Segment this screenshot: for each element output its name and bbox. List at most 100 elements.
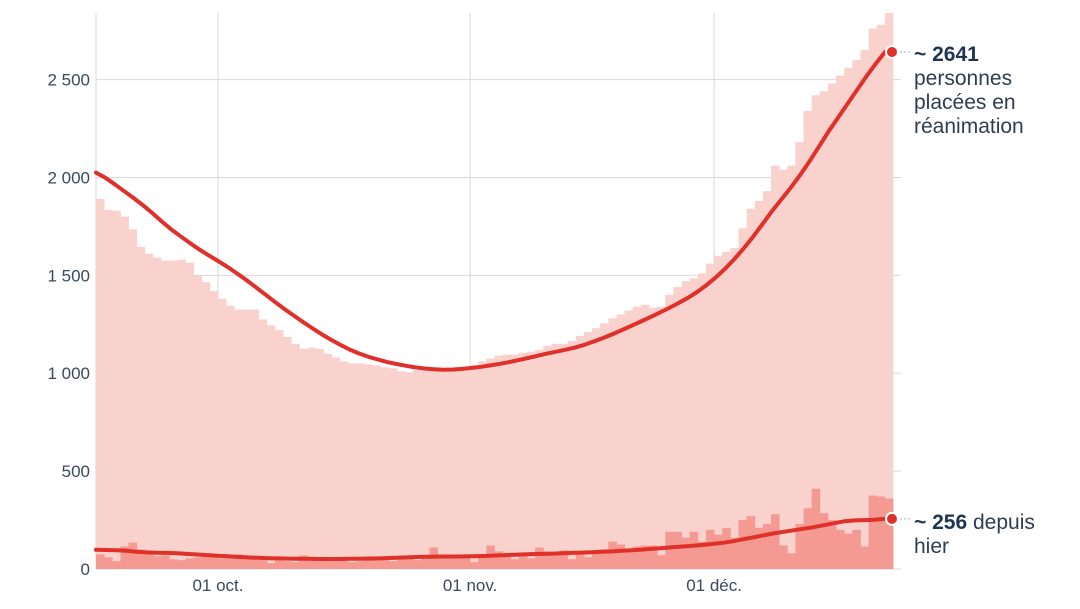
total-bar <box>600 323 609 569</box>
total-bar <box>104 209 113 569</box>
total-bar <box>356 363 365 569</box>
daily-bar <box>315 557 325 569</box>
total-bar <box>649 307 658 569</box>
daily-bar <box>640 545 650 569</box>
daily-bar <box>714 534 723 569</box>
daily-bar <box>96 554 105 569</box>
total-bar <box>876 24 886 570</box>
total-bar <box>616 314 626 569</box>
daily-bar <box>413 560 422 569</box>
daily-bar <box>657 555 666 569</box>
daily-bar <box>819 513 829 569</box>
daily-bar <box>405 556 414 569</box>
total-bar <box>226 305 235 569</box>
y-tick-label: 1 500 <box>47 266 90 285</box>
end-markers <box>885 44 910 526</box>
daily-bar <box>722 527 731 569</box>
total-bar <box>421 367 430 569</box>
total-bar <box>283 337 292 569</box>
total-bar <box>754 200 764 569</box>
total-bar <box>429 367 438 569</box>
total-bar <box>380 367 390 569</box>
total-trend-line <box>94 50 887 372</box>
total-bar <box>771 165 780 569</box>
total-bar <box>762 191 772 570</box>
daily-bar <box>787 553 796 569</box>
total-bar <box>315 348 325 569</box>
total-bar <box>307 347 316 569</box>
daily-bar <box>730 537 739 569</box>
daily-bar <box>120 546 129 569</box>
total-end-point <box>885 44 899 59</box>
daily-bar <box>876 496 886 569</box>
x-axis-labels: 01 oct. 01 nov. 01 déc. <box>192 576 741 595</box>
total-bar <box>396 371 406 569</box>
total-bar <box>445 371 455 569</box>
daily-bar <box>592 553 601 569</box>
daily-bar <box>502 556 512 569</box>
daily-bar <box>836 529 845 569</box>
daily-bar <box>803 508 813 569</box>
daily-bar <box>762 523 772 569</box>
total-bar <box>738 228 748 569</box>
total-annotation-value: ~ 2641 <box>914 43 979 66</box>
total-bars <box>96 13 894 570</box>
total-bar <box>323 353 333 569</box>
daily-annotation: ~ 256 depuis hier <box>914 511 1074 559</box>
total-bar <box>388 368 398 569</box>
daily-bar <box>551 555 560 569</box>
daily-bar <box>827 520 837 569</box>
total-bar <box>673 287 682 569</box>
total-bar <box>502 354 512 569</box>
daily-bar <box>697 541 707 569</box>
daily-bar <box>510 559 520 569</box>
total-bar <box>689 278 699 569</box>
daily-bar <box>844 533 853 569</box>
total-bar <box>527 351 536 569</box>
daily-bar <box>388 561 398 569</box>
daily-bar <box>250 557 260 569</box>
daily-bar <box>616 544 626 569</box>
total-bar <box>657 306 666 569</box>
total-bar <box>177 259 186 569</box>
total-bar <box>291 343 300 569</box>
total-bar <box>266 325 276 569</box>
total-bar <box>258 319 268 569</box>
total-bar <box>437 369 447 569</box>
total-bar <box>120 216 129 569</box>
total-bar <box>217 298 227 569</box>
daily-bar <box>771 514 780 569</box>
daily-bar <box>274 558 284 569</box>
total-bar <box>185 262 194 569</box>
daily-bar <box>689 531 699 569</box>
total-bar <box>697 273 707 569</box>
total-bar <box>844 67 853 570</box>
daily-bar <box>364 556 373 569</box>
daily-bars <box>96 488 894 569</box>
daily-bar <box>323 560 333 569</box>
daily-end-point <box>885 511 899 526</box>
y-tick-label: 2 000 <box>47 168 90 187</box>
daily-bar <box>348 562 357 569</box>
daily-bar <box>738 520 748 569</box>
total-bar <box>665 294 674 569</box>
daily-bar <box>527 558 536 569</box>
daily-bar <box>291 562 300 569</box>
daily-bar <box>396 559 406 569</box>
daily-bar <box>234 554 243 569</box>
total-bar <box>551 343 560 569</box>
total-bar <box>836 75 845 569</box>
x-tick-label: 01 nov. <box>443 576 498 595</box>
daily-bar <box>299 555 308 569</box>
daily-bar <box>437 557 447 569</box>
total-bar <box>722 251 731 569</box>
total-bar <box>453 368 463 569</box>
total-bar <box>112 210 121 569</box>
y-tick-label: 2 500 <box>47 71 90 90</box>
total-bar <box>136 246 146 570</box>
daily-bar <box>518 553 528 569</box>
total-bar <box>510 354 520 569</box>
daily-bar <box>193 557 203 569</box>
total-bar <box>470 365 479 569</box>
